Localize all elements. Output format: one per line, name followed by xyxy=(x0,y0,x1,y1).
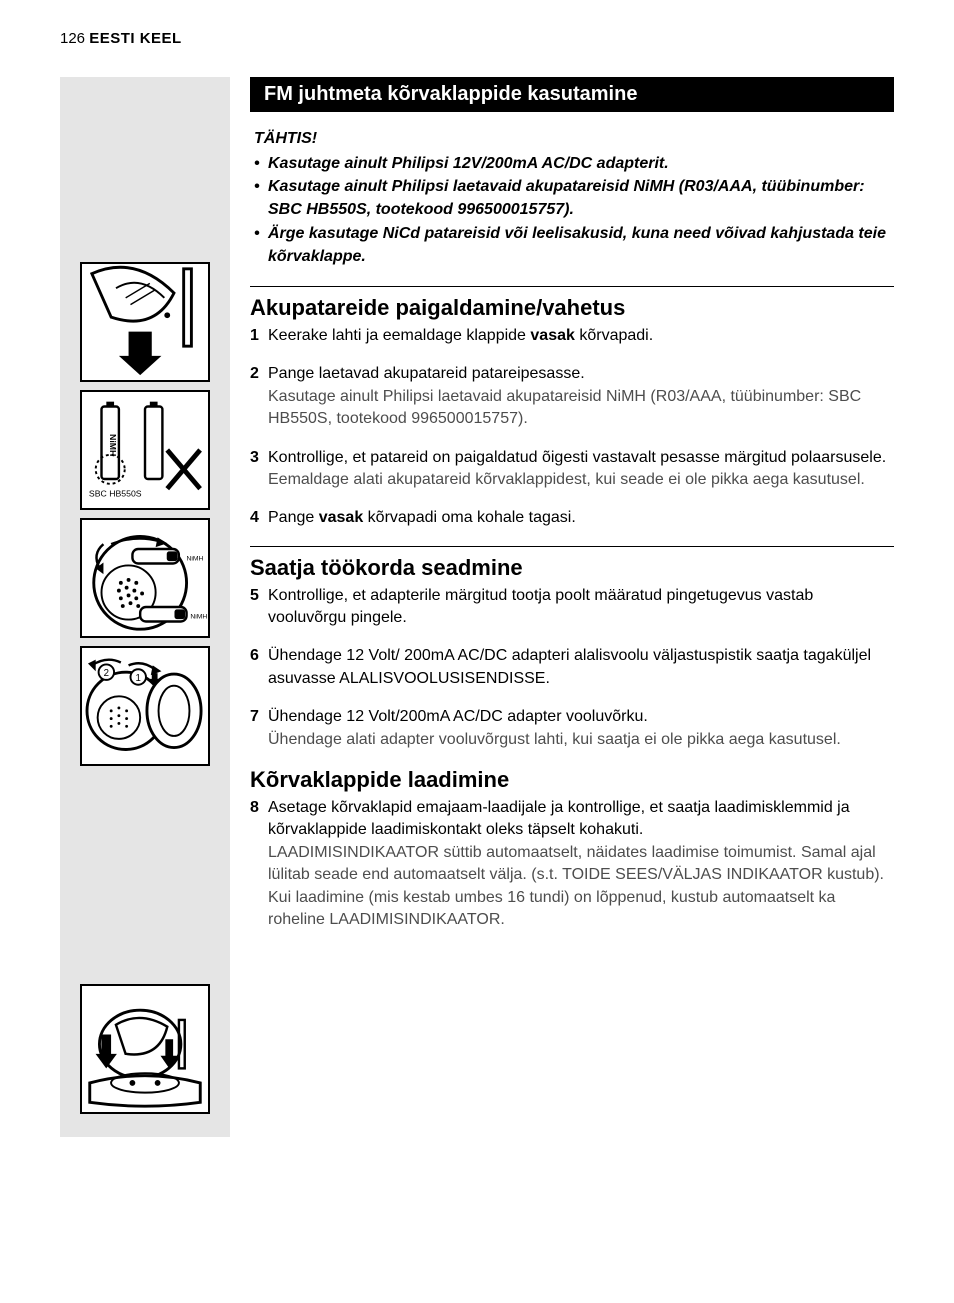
divider xyxy=(250,546,894,547)
important-bullet-1: Kasutage ainult Philipsi 12V/200mA AC/DC… xyxy=(268,152,669,175)
battery-model-label: SBC HB550S xyxy=(89,488,142,498)
main-section-title: FM juhtmeta kõrvaklappide kasutamine xyxy=(250,77,894,112)
step-7: 7 Ühendage 12 Volt/200mA AC/DC adapter v… xyxy=(250,706,894,751)
content-column: FM juhtmeta kõrvaklappide kasutamine TÄH… xyxy=(250,77,894,1137)
page-header: 126 EESTI KEEL xyxy=(60,30,894,47)
step-circle-2: 2 xyxy=(104,668,109,679)
page-layout: NiMH SBC HB550S xyxy=(60,77,894,1137)
figure-replace-earpad: 1 2 xyxy=(80,646,210,766)
figure-charging xyxy=(80,984,210,1114)
transmitter-heading: Saatja töökorda seadmine xyxy=(250,555,894,581)
figure-column: NiMH SBC HB550S xyxy=(60,77,230,1137)
important-label: TÄHTIS! xyxy=(254,130,894,148)
step-8: 8 Asetage kõrvaklapid emajaam-laadijale … xyxy=(250,797,894,931)
step-1: 1 Keerake lahti ja eemaldage klappide va… xyxy=(250,325,894,347)
language-label: EESTI KEEL xyxy=(89,30,182,47)
step-2: 2 Pange laetavad akupatareid patareipesa… xyxy=(250,363,894,430)
figure-polarity: NiMH NiMH xyxy=(80,518,210,638)
important-bullet-2: Kasutage ainult Philipsi laetavaid akupa… xyxy=(268,175,894,221)
battery-nimh-label: NiMH xyxy=(108,434,118,456)
nimh-tag-1: NiMH xyxy=(187,556,204,563)
important-bullet-3: Ärge kasutage NiCd patareisid või leelis… xyxy=(268,222,894,268)
page-number: 126 xyxy=(60,30,85,47)
step-5: 5 Kontrollige, et adapterile märgitud to… xyxy=(250,585,894,630)
step-circle-1: 1 xyxy=(136,673,141,684)
batteries-heading: Akupatareide paigaldamine/vahetus xyxy=(250,295,894,321)
step-4: 4 Pange vasak kõrvapadi oma kohale tagas… xyxy=(250,507,894,529)
divider xyxy=(250,286,894,287)
step-3: 3 Kontrollige, et patareid on paigaldatu… xyxy=(250,447,894,492)
important-bullets: •Kasutage ainult Philipsi 12V/200mA AC/D… xyxy=(254,152,894,268)
nimh-tag-2: NiMH xyxy=(190,614,207,621)
charging-heading: Kõrvaklappide laadimine xyxy=(250,767,894,793)
figure-batteries: NiMH SBC HB550S xyxy=(80,390,210,510)
figure-remove-earpad xyxy=(80,262,210,382)
step-6: 6 Ühendage 12 Volt/ 200mA AC/DC adapteri… xyxy=(250,645,894,690)
